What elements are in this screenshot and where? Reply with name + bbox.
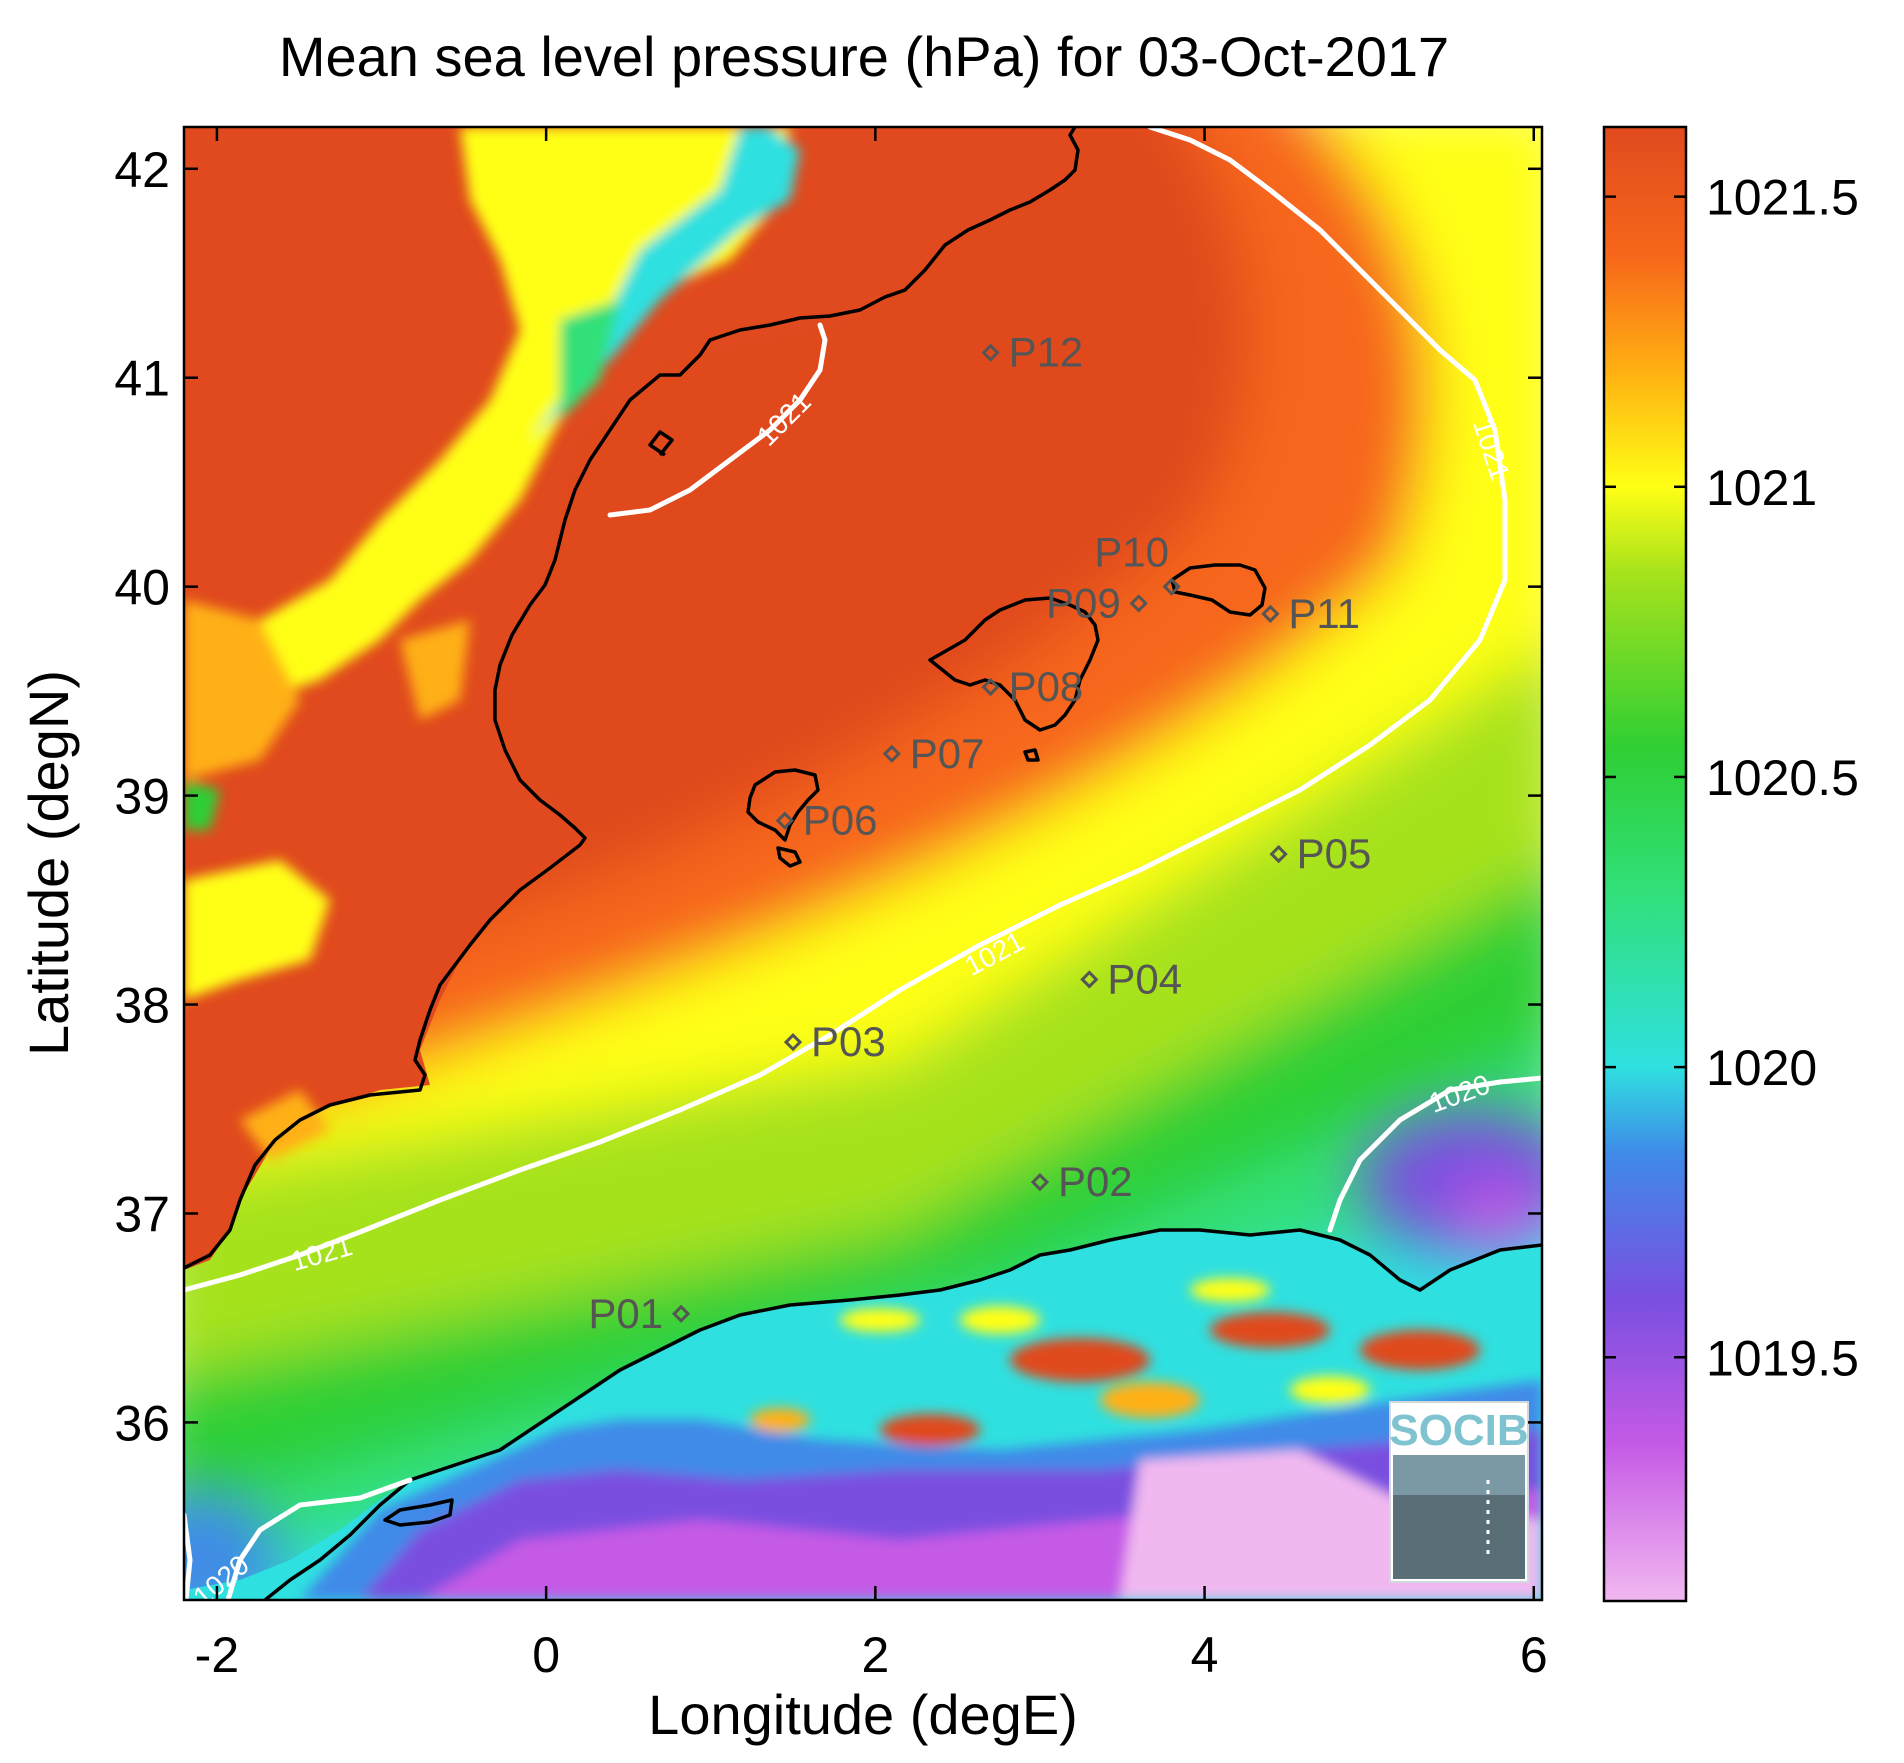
station-label: P03 [811,1018,886,1065]
logo-text: SOCIB [1389,1406,1528,1455]
station-marker-p11: P11 [1261,590,1360,637]
y-tick-label: 38 [114,978,170,1034]
station-marker-p08: P08 [981,663,1084,710]
station-label: P05 [1297,830,1372,877]
station-label: P01 [588,1290,663,1337]
colorbar-gradient [1602,125,1688,1603]
station-marker-p10: P10 [1094,529,1181,596]
colorbar-tick-label: 1020.5 [1706,750,1859,806]
colorbar-tick-label: 1019.5 [1706,1330,1859,1386]
station-marker-p01: P01 [588,1290,691,1337]
station-label: P10 [1094,529,1169,576]
x-tick-label: 2 [861,1627,889,1683]
station-diamond-icon [1261,604,1280,623]
station-marker-p07: P07 [882,730,985,777]
land-field-south [184,1230,1542,1600]
station-label: P12 [1009,329,1084,376]
formentera-coast [776,846,802,868]
african-coastline [263,1228,1542,1600]
station-diamond-icon [981,677,1000,697]
y-tick-label: 36 [114,1395,170,1451]
station-diamond-icon [981,343,1000,362]
station-marker-p02: P02 [1030,1158,1133,1205]
station-label: P07 [910,730,985,777]
y-tick-label: 39 [114,769,170,825]
contour-1021-north [607,322,828,518]
station-label: P11 [1288,590,1360,637]
station-marker-p04: P04 [1080,955,1182,1002]
station-label: P08 [1009,663,1084,710]
station-marker-p12: P12 [981,329,1084,376]
mallorca-coastline [928,596,1100,732]
plot-frame [182,125,1544,1602]
station-diamond-icon [783,1033,803,1052]
station-label: P02 [1058,1158,1133,1205]
colorbar-tick-label: 1020 [1706,1040,1817,1096]
y-axis-ticks: 36 37 38 39 40 41 42 [114,142,1542,1451]
socib-logo: SOCIB [1389,1401,1529,1583]
ebro-delta-coast [648,430,674,457]
map-title: Mean sea level pressure (hPa) for 03-Oct… [279,25,1449,88]
y-tick-label: 40 [114,560,170,616]
land-field-north [184,127,1080,1270]
x-tick-label: -2 [195,1627,239,1683]
cabrera-coast [1023,748,1040,762]
station-marker-p06: P06 [775,797,878,844]
station-diamond-icon [1080,970,1099,989]
iberian-coastline [184,127,1080,1270]
y-tick-label: 41 [114,351,170,407]
x-tick-label: 0 [532,1627,560,1683]
colorbar: 1019.5 1020 1020.5 1021 1021.5 [1602,125,1859,1603]
contour-1020-edge [184,1512,193,1600]
station-label: P09 [1046,579,1121,626]
station-diamond-icon [1162,577,1181,596]
colorbar-ticks: 1019.5 1020 1020.5 1021 1021.5 [1604,170,1859,1386]
station-label: P04 [1107,955,1182,1002]
station-label: P06 [803,797,878,844]
contour-lines [184,127,1542,1600]
station-diamond-icon [671,1304,691,1323]
y-tick-label: 37 [114,1186,170,1242]
y-axis-label: Latitude (degN) [17,670,80,1056]
station-marker-p05: P05 [1269,830,1372,877]
menorca-coastline [1170,563,1267,617]
colorbar-tick-label: 1021 [1706,460,1817,516]
x-axis-label: Longitude (degE) [648,1683,1078,1746]
station-diamond-icon [775,811,794,830]
contour-1021-main [184,127,1508,1293]
y-tick-label: 42 [114,142,170,198]
station-diamond-icon [882,744,901,763]
ibiza-coastline [746,768,820,842]
x-axis-ticks: -2 0 2 4 6 [195,127,1548,1683]
station-marker-p09: P09 [1046,579,1148,626]
station-diamond-icon [1269,844,1288,864]
station-marker-p03: P03 [783,1018,886,1065]
contour-1020-east [1327,1075,1542,1233]
map-plot-area: 1021 1021 1021 1021 1020 1020 P01P02P03P… [184,127,1542,1600]
x-tick-label: 4 [1191,1627,1219,1683]
x-tick-label: 6 [1520,1627,1548,1683]
station-diamond-icon [1030,1173,1050,1192]
contour-1020-west [225,1477,413,1600]
colorbar-tick-label: 1021.5 [1706,170,1859,226]
alboran-coast [383,1498,454,1527]
coastlines [184,127,1542,1600]
low-pressure-patch [184,1110,1542,1600]
station-diamond-icon [1129,594,1148,613]
